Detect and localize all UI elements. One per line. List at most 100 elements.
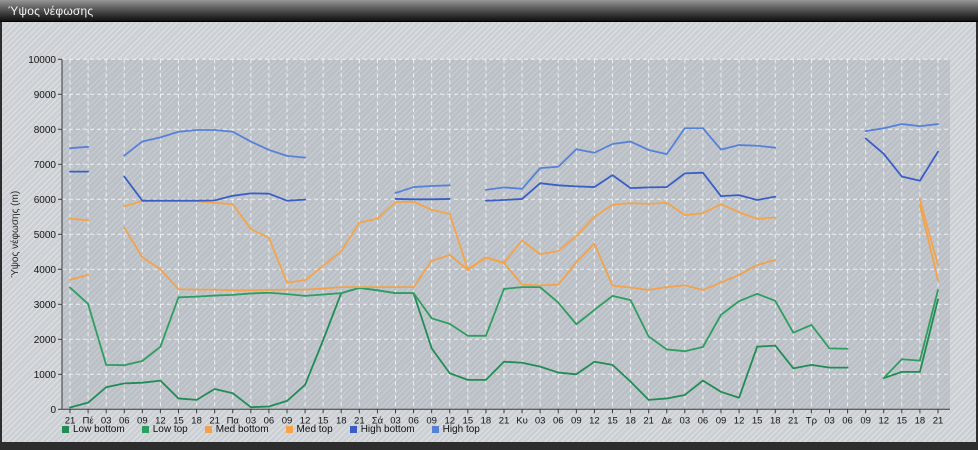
x-tick-label: 09	[137, 415, 148, 426]
page-title: Ύψος νέφωσης	[8, 4, 94, 18]
legend-label: Med top	[296, 424, 333, 435]
x-tick-label: 09	[716, 415, 727, 426]
legend-swatch	[349, 426, 357, 433]
x-tick-label: 09	[571, 415, 582, 426]
y-tick-label: 2000	[34, 335, 57, 346]
x-tick-label: Δε	[661, 415, 672, 426]
series-line-med-bottom	[69, 273, 89, 281]
x-tick-label: 15	[318, 415, 329, 426]
x-tick-label: Πα	[227, 415, 240, 426]
legend-swatch	[204, 426, 212, 433]
legend-swatch	[431, 426, 439, 433]
x-tick-label: 03	[246, 415, 257, 426]
x-tick-label: Κυ	[516, 415, 528, 426]
legend-label: High top	[442, 424, 480, 435]
x-tick-label: 18	[481, 415, 492, 426]
x-tick-label: 15	[752, 415, 763, 426]
y-tick-label: 0	[50, 405, 56, 416]
window-titlebar: Ύψος νέφωσης	[0, 0, 978, 22]
legend-label: High bottom	[360, 424, 415, 435]
series-line-med-bottom	[123, 226, 777, 292]
x-tick-label: 12	[155, 415, 166, 426]
series-line-med-top	[123, 200, 777, 284]
legend-swatch	[141, 426, 149, 433]
x-tick-label: 18	[191, 415, 202, 426]
x-tick-label: 21	[65, 415, 76, 426]
legend-swatch	[62, 426, 69, 433]
x-tick-label: 21	[788, 415, 799, 426]
y-tick-label: 5000	[34, 230, 57, 241]
series-line-high-top	[69, 145, 89, 150]
x-tick-label: 03	[535, 415, 546, 426]
series-line-high-bottom	[485, 171, 777, 202]
x-tick-label: 06	[408, 415, 419, 426]
series-line-high-top	[485, 127, 777, 191]
series-line-low-bottom	[882, 298, 939, 380]
y-tick-label: 1000	[34, 370, 57, 381]
x-tick-label: Τρ	[806, 415, 818, 426]
legend-item-med-bottom: Med bottom	[204, 424, 269, 435]
x-tick-label: 03	[824, 415, 835, 426]
legend-item-low-top: Low top	[141, 424, 188, 435]
x-tick-label: 12	[589, 415, 600, 426]
legend-label: Low bottom	[73, 424, 125, 435]
x-tick-label: 18	[625, 415, 636, 426]
legend-label: Low top	[152, 424, 188, 435]
x-tick-label: 21	[643, 415, 654, 426]
x-tick-label: 12	[444, 415, 455, 426]
x-tick-label: 12	[878, 415, 889, 426]
x-tick-label: 18	[915, 415, 926, 426]
x-tick-label: 12	[300, 415, 311, 426]
x-tick-label: 09	[426, 415, 437, 426]
series-line-high-top	[123, 129, 306, 159]
x-tick-label: 15	[173, 415, 184, 426]
x-tick-label: 15	[463, 415, 474, 426]
x-tick-label: 18	[770, 415, 781, 426]
legend-item-med-top: Med top	[285, 424, 333, 435]
series-line-low-bottom	[69, 286, 849, 409]
x-tick-label: 21	[933, 415, 944, 426]
legend: Low bottom Low top Med bottom Med top High b…	[62, 424, 480, 435]
y-axis-title: Ύψος νέφωσης (m)	[9, 191, 21, 278]
x-tick-label: 09	[282, 415, 293, 426]
series-line-low-top	[882, 289, 939, 380]
x-tick-label: 18	[336, 415, 347, 426]
x-tick-label: 06	[264, 415, 275, 426]
legend-item-high-bottom: High bottom	[349, 424, 415, 435]
x-tick-label: 06	[119, 415, 130, 426]
x-tick-label: 15	[607, 415, 618, 426]
x-tick-label: 15	[897, 415, 908, 426]
y-tick-label: 9000	[34, 90, 57, 101]
series-line-med-top	[69, 217, 89, 222]
series-line-med-bottom	[919, 203, 939, 282]
x-tick-label: 03	[680, 415, 691, 426]
y-tick-label: 4000	[34, 265, 57, 276]
x-tick-label: 06	[842, 415, 853, 426]
x-tick-label: 12	[734, 415, 745, 426]
legend-item-high-top: High top	[431, 424, 480, 435]
y-tick-label: 10000	[28, 55, 56, 66]
x-tick-label: 03	[390, 415, 401, 426]
y-tick-label: 3000	[34, 300, 57, 311]
legend-swatch	[285, 426, 293, 433]
x-tick-label: 21	[354, 415, 365, 426]
x-tick-label: 21	[209, 415, 220, 426]
series-line-high-top	[864, 123, 939, 132]
x-tick-label: 21	[499, 415, 510, 426]
series-line-high-top	[394, 184, 451, 194]
cloud-height-chart: 0 1000 2000 3000 4000 5000 6000 7000 8000 9000 100…	[9, 55, 950, 426]
x-tick-label: 09	[860, 415, 871, 426]
y-tick-label: 8000	[34, 125, 57, 136]
x-tick-label: Σά	[372, 415, 384, 426]
x-tick-label: 06	[553, 415, 564, 426]
series-line-high-bottom	[123, 175, 306, 202]
x-tick-label: 03	[101, 415, 112, 426]
series-line-low-top	[69, 286, 849, 367]
legend-label: Med bottom	[215, 424, 269, 435]
y-tick-label: 7000	[34, 160, 57, 171]
series-line-high-bottom	[864, 137, 939, 182]
series-line-med-top	[919, 198, 939, 267]
y-tick-label: 6000	[34, 195, 57, 206]
x-tick-label: Πέ	[83, 415, 95, 426]
